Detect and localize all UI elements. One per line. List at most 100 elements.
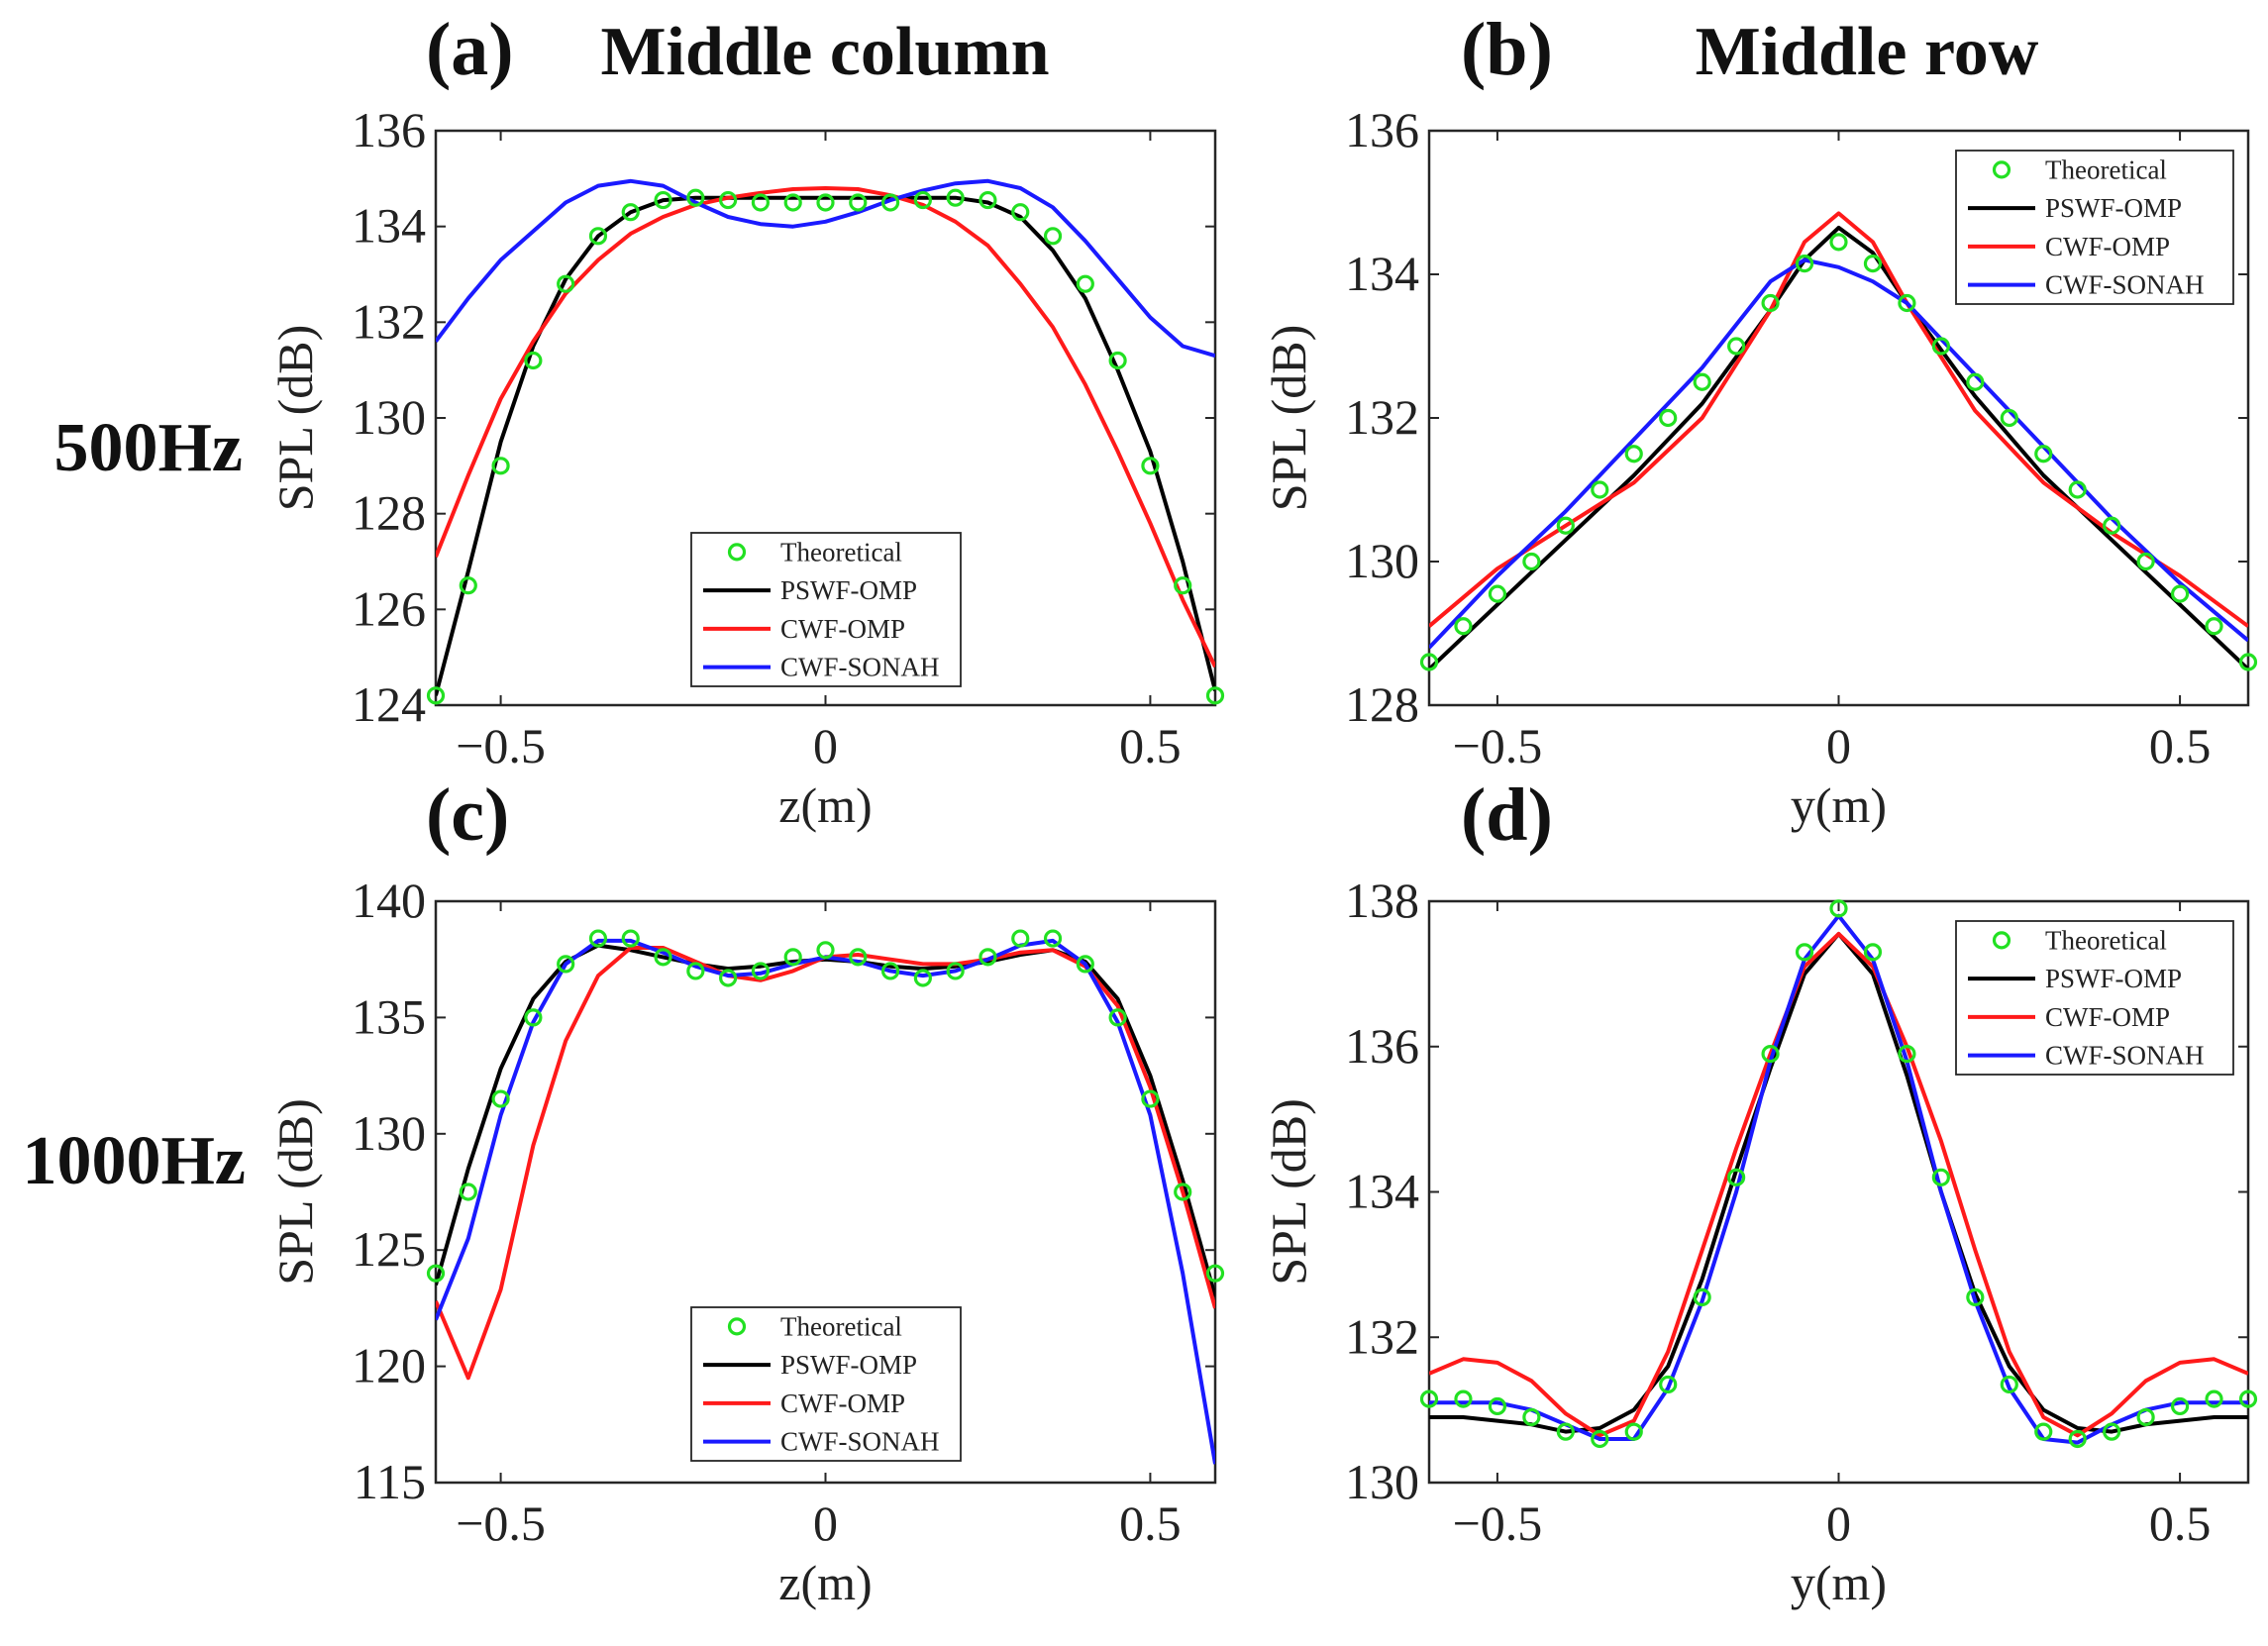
row-label-500hz: 500Hz	[53, 410, 243, 486]
y-tick-label: 140	[352, 873, 426, 928]
theoretical-point	[783, 948, 802, 967]
y-tick-label: 132	[1345, 1308, 1419, 1364]
theoretical-point	[491, 457, 510, 475]
panel-letter-d: (d)	[1461, 773, 1553, 857]
theoretical-point	[1591, 1429, 1609, 1449]
panel-letter-b: (b)	[1461, 8, 1553, 91]
x-axis-label: y(m)	[1791, 1555, 1887, 1610]
theoretical-point	[1522, 552, 1541, 571]
theoretical-point	[588, 929, 608, 948]
theoretical-point	[2068, 1429, 2087, 1449]
theoretical-point	[719, 969, 738, 987]
legend-label-cwf-omp: CWF-OMP	[780, 614, 905, 644]
legend: Theoretical PSWF-OMP CWF-OMP CWF-SONAH	[690, 532, 962, 687]
theoretical-point	[1076, 955, 1094, 974]
theoretical-point	[1693, 1287, 1711, 1306]
theoretical-point	[621, 203, 640, 222]
theoretical-point	[1076, 274, 1094, 293]
panel-b: (b) 128 130 132 134 136 −0.5 0 0.5 y(m) SPL (dB) Th…	[1261, 8, 2258, 833]
theoretical-point	[783, 193, 802, 212]
theoretical-point	[1727, 337, 1746, 356]
theoretical-point	[524, 1008, 543, 1027]
theoretical-point	[1659, 1375, 1678, 1394]
x-tick-label: 0.5	[2149, 718, 2212, 773]
theoretical-point	[1931, 1168, 1950, 1186]
theoretical-point	[1174, 576, 1192, 595]
y-tick-label: 132	[352, 293, 426, 349]
theoretical-point	[1174, 1183, 1192, 1201]
legend-marker-theoretical	[1992, 160, 2011, 179]
theoretical-point	[621, 929, 640, 948]
x-axis-label: z(m)	[778, 1555, 872, 1610]
theoretical-point	[1624, 445, 1643, 463]
y-axis-label: SPL (dB)	[267, 325, 323, 511]
legend-label-pswf-omp: PSWF-OMP	[2045, 964, 2182, 993]
theoretical-point	[686, 188, 705, 207]
panel-c: (c) 115 120 125 130 135 140 −0.5 0 0.5 z(m) SPL (dB…	[267, 773, 1225, 1610]
y-axis-label: SPL (dB)	[1261, 1098, 1316, 1285]
panel-letter-c: (c)	[426, 773, 509, 857]
legend-label-theoretical: Theoretical	[2045, 154, 2167, 184]
legend-label-cwf-sonah: CWF-SONAH	[2045, 1041, 2205, 1071]
x-tick-label: −0.5	[456, 1495, 546, 1551]
theoretical-point	[557, 955, 575, 974]
theoretical-point	[1829, 233, 1848, 252]
series-line-pswf-omp	[436, 943, 1215, 1297]
x-tick-label: 0.5	[2149, 1495, 2212, 1551]
theoretical-point	[426, 1264, 446, 1283]
column-title-right: Middle row	[1696, 14, 2039, 90]
theoretical-point	[1829, 899, 1848, 918]
y-tick-label: 115	[354, 1454, 426, 1509]
theoretical-point	[1795, 255, 1814, 273]
x-tick-label: 0	[1826, 1495, 1851, 1551]
theoretical-point	[1011, 203, 1030, 222]
theoretical-point	[1522, 1407, 1541, 1427]
theoretical-point	[1454, 1389, 1473, 1408]
legend-label-pswf-omp: PSWF-OMP	[2045, 193, 2182, 223]
legend-label-cwf-sonah: CWF-SONAH	[2045, 270, 2205, 300]
theoretical-point	[1898, 293, 1916, 313]
theoretical-point	[1863, 255, 1883, 273]
theoretical-point	[1043, 227, 1063, 246]
legend-marker-theoretical	[727, 1317, 747, 1336]
theoretical-point	[459, 1183, 477, 1201]
y-tick-label: 135	[352, 988, 426, 1044]
theoretical-point	[880, 962, 900, 980]
theoretical-point	[1898, 1044, 1916, 1064]
theoretical-point	[1108, 1008, 1127, 1027]
y-tick-label: 138	[1345, 873, 1419, 928]
theoretical-point	[2068, 480, 2087, 499]
series-line-cwf-omp	[1429, 211, 2248, 628]
y-tick-label: 134	[1345, 1164, 1419, 1219]
y-tick-label: 136	[1345, 102, 1419, 157]
theoretical-point	[880, 193, 900, 212]
theoretical-point	[459, 576, 477, 595]
theoretical-point	[1556, 516, 1575, 535]
legend-label-theoretical: Theoretical	[780, 537, 902, 566]
theoretical-point	[1931, 337, 1950, 356]
x-tick-label: 0	[813, 718, 838, 773]
y-tick-label: 128	[352, 485, 426, 541]
legend-label-cwf-sonah: CWF-SONAH	[780, 653, 940, 682]
theoretical-point	[1795, 943, 1814, 962]
x-tick-label: 0.5	[1119, 1495, 1182, 1551]
y-tick-label: 130	[352, 389, 426, 445]
theoretical-point	[2000, 408, 2018, 428]
theoretical-point	[2205, 617, 2223, 636]
x-tick-label: 0	[1826, 718, 1851, 773]
theoretical-point	[1205, 686, 1225, 705]
plot-area	[1429, 211, 2248, 671]
legend-marker-theoretical	[1992, 931, 2011, 950]
theoretical-point	[849, 948, 868, 967]
theoretical-point	[1011, 929, 1030, 948]
series-line-cwf-sonah	[436, 178, 1215, 359]
theoretical-point	[816, 941, 835, 960]
theoretical-point	[946, 962, 965, 980]
theoretical-point	[686, 962, 705, 980]
x-tick-label: −0.5	[1453, 1495, 1543, 1551]
theoretical-point	[1863, 943, 1883, 962]
theoretical-point	[588, 227, 608, 246]
panel-letter-a: (a)	[426, 8, 514, 91]
legend: Theoretical PSWF-OMP CWF-OMP CWF-SONAH	[1955, 920, 2234, 1076]
y-tick-label: 128	[1345, 676, 1419, 732]
